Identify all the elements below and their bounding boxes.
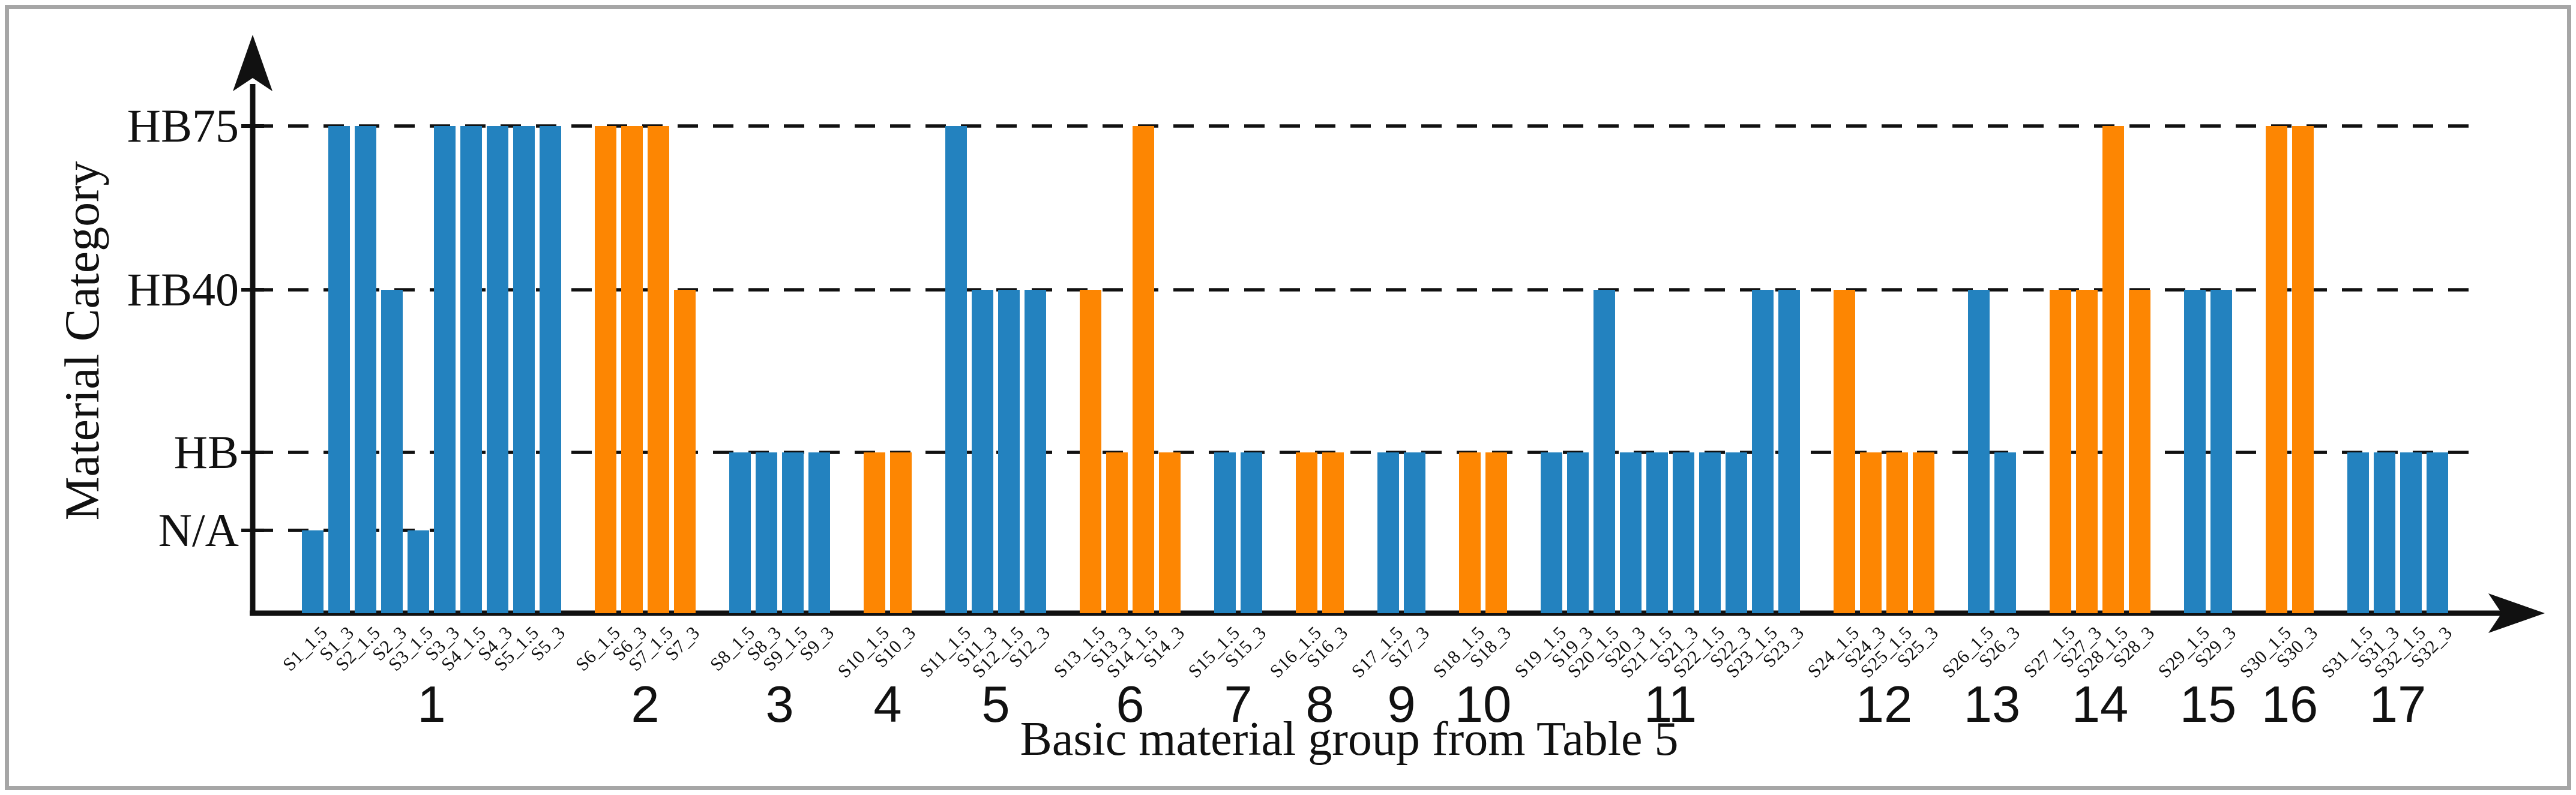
bar-S31_3 xyxy=(2374,452,2395,613)
bar-S3_1.5 xyxy=(408,530,429,613)
bar-S17_3 xyxy=(1404,452,1425,613)
bar-S13_1.5 xyxy=(1080,290,1101,613)
group-label-1: 1 xyxy=(417,676,446,733)
bar-S25_3 xyxy=(1913,452,1934,613)
bar-S13_3 xyxy=(1106,452,1128,613)
y-tick-label-HB75: HB75 xyxy=(127,100,239,152)
group-label-10: 10 xyxy=(1454,676,1512,733)
group-label-14: 14 xyxy=(2071,676,2129,733)
bar-S11_1.5 xyxy=(945,126,967,613)
bar-S28_1.5 xyxy=(2102,126,2124,613)
bar-S22_1.5 xyxy=(1699,452,1721,613)
bar-S30_1.5 xyxy=(2266,126,2287,613)
bar-S10_3 xyxy=(890,452,912,613)
bar-S11_3 xyxy=(972,290,993,613)
bar-S9_3 xyxy=(808,452,830,613)
bar-S5_1.5 xyxy=(513,126,535,613)
y-axis-arrow xyxy=(233,35,272,91)
bar-S29_3 xyxy=(2210,290,2232,613)
bar-S6_3 xyxy=(621,126,643,613)
bar-S14_1.5 xyxy=(1133,126,1154,613)
bar-S15_3 xyxy=(1241,452,1262,613)
bar-S9_1.5 xyxy=(782,452,804,613)
bar-S19_3 xyxy=(1567,452,1589,613)
bar-S10_1.5 xyxy=(864,452,885,613)
group-label-7: 7 xyxy=(1224,676,1253,733)
bar-S20_1.5 xyxy=(1593,290,1615,613)
y-tick-label-HB40: HB40 xyxy=(127,263,239,316)
bar-S17_1.5 xyxy=(1377,452,1399,613)
bar-S21_3 xyxy=(1673,452,1694,613)
bar-S8_1.5 xyxy=(729,452,751,613)
group-label-15: 15 xyxy=(2179,676,2237,733)
bar-S24_1.5 xyxy=(1834,290,1855,613)
bar-S26_1.5 xyxy=(1968,290,1990,613)
bar-S8_3 xyxy=(756,452,777,613)
bar-S3_3 xyxy=(434,126,456,613)
y-axis-title: Material Category xyxy=(55,161,109,521)
bar-S1_1.5 xyxy=(302,530,324,613)
x-axis-title: Basic material group from Table 5 xyxy=(1020,713,1679,766)
group-label-13: 13 xyxy=(1963,676,2021,733)
bar-S23_3 xyxy=(1778,290,1800,613)
bar-S23_1.5 xyxy=(1752,290,1774,613)
bar-S29_1.5 xyxy=(2184,290,2206,613)
bar-S2_1.5 xyxy=(355,126,376,613)
bar-S12_1.5 xyxy=(998,290,1020,613)
bar-S12_3 xyxy=(1025,290,1046,613)
y-tick-label-NA: N/A xyxy=(158,504,239,556)
bar-S18_3 xyxy=(1485,452,1507,613)
bar-S7_1.5 xyxy=(648,126,669,613)
bar-S2_3 xyxy=(381,290,403,613)
group-label-5: 5 xyxy=(981,676,1010,733)
bar-S6_1.5 xyxy=(595,126,616,613)
bar-S16_3 xyxy=(1322,452,1344,613)
bar-S7_3 xyxy=(674,290,696,613)
group-label-9: 9 xyxy=(1387,676,1416,733)
bar-S1_3 xyxy=(328,126,350,613)
y-tick-label-HB: HB xyxy=(173,426,239,478)
bar-S14_3 xyxy=(1159,452,1181,613)
group-label-17: 17 xyxy=(2369,676,2427,733)
group-label-2: 2 xyxy=(631,676,660,733)
bar-S31_1.5 xyxy=(2347,452,2369,613)
bar-S28_3 xyxy=(2129,290,2150,613)
x-axis-arrow xyxy=(2488,593,2545,633)
bar-S15_1.5 xyxy=(1214,452,1236,613)
bar-S24_3 xyxy=(1860,452,1882,613)
bar-S27_3 xyxy=(2076,290,2098,613)
bar-S26_3 xyxy=(1994,452,2016,613)
bar-S4_3 xyxy=(487,126,508,613)
bar-S5_3 xyxy=(540,126,561,613)
group-label-11: 11 xyxy=(1643,676,1697,733)
group-label-8: 8 xyxy=(1305,676,1334,733)
bar-S27_1.5 xyxy=(2050,290,2071,613)
bar-S4_1.5 xyxy=(460,126,482,613)
group-label-3: 3 xyxy=(765,676,794,733)
group-label-6: 6 xyxy=(1116,676,1145,733)
bar-S32_3 xyxy=(2427,452,2448,613)
bar-S25_1.5 xyxy=(1886,452,1908,613)
group-label-4: 4 xyxy=(873,676,902,733)
bar-S21_1.5 xyxy=(1646,452,1668,613)
bar-S20_3 xyxy=(1620,452,1642,613)
group-label-12: 12 xyxy=(1855,676,1913,733)
bar-S18_1.5 xyxy=(1459,452,1481,613)
bar-S30_3 xyxy=(2292,126,2314,613)
bar-S32_1.5 xyxy=(2400,452,2422,613)
group-label-16: 16 xyxy=(2261,676,2319,733)
bar-S16_1.5 xyxy=(1296,452,1317,613)
bar-S19_1.5 xyxy=(1541,452,1562,613)
bar-S22_3 xyxy=(1726,452,1747,613)
